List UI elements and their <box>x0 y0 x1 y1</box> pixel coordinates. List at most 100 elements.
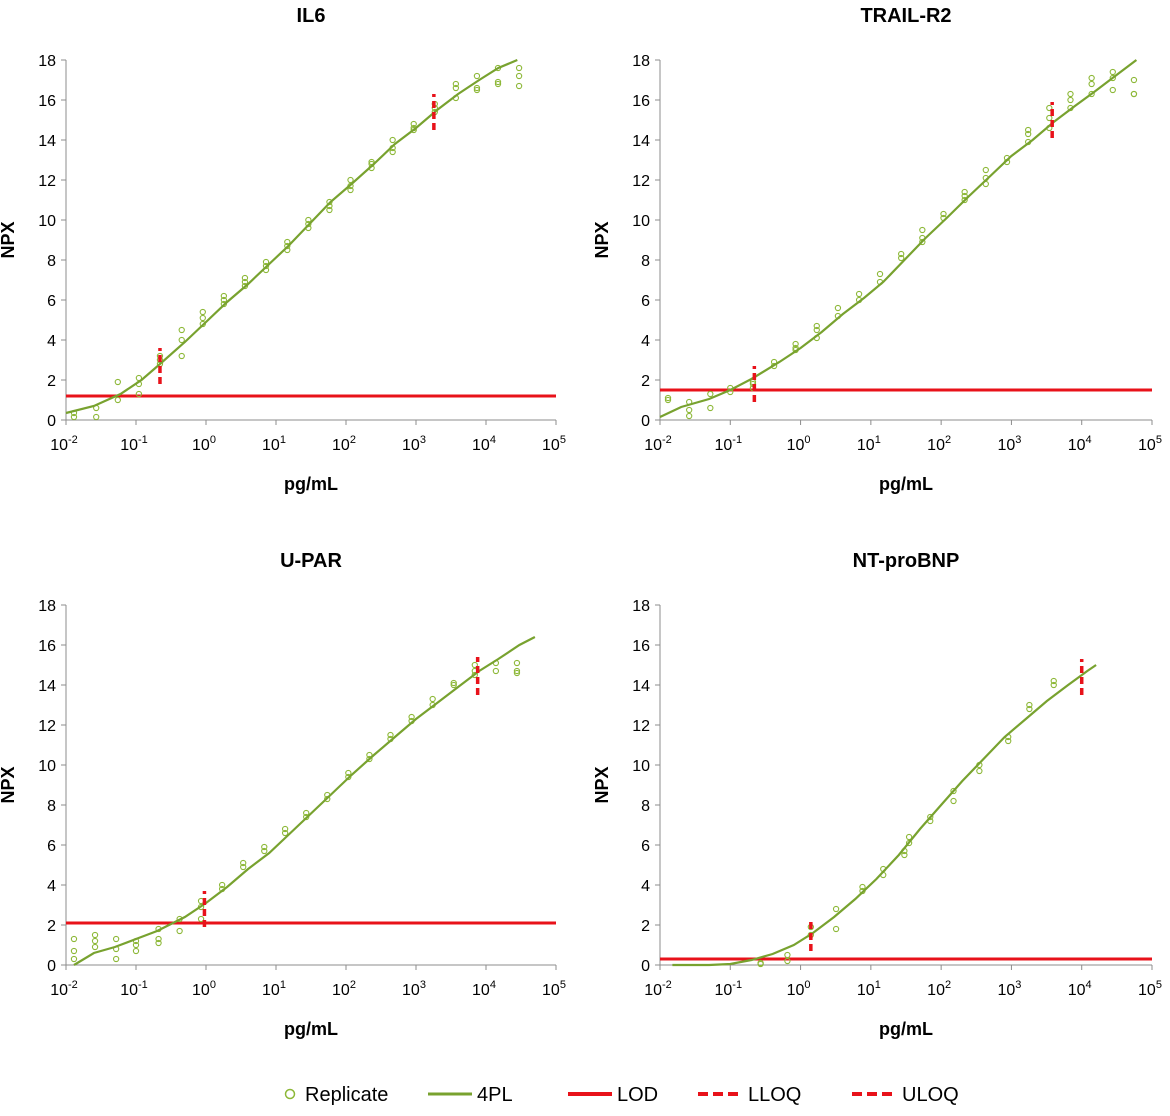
replicate-point <box>513 669 521 677</box>
replicate-point <box>1026 705 1033 713</box>
replicate-point <box>135 390 143 398</box>
replicate-point <box>664 396 672 404</box>
replicate-point <box>199 314 206 322</box>
chart-title: NT-proBNP <box>853 550 960 572</box>
x-tick-label: 101 <box>857 979 881 999</box>
x-tick-label: 10-2 <box>50 434 78 454</box>
replicate-point <box>1088 90 1095 98</box>
replicate-point <box>303 809 310 817</box>
y-tick-label: 12 <box>632 173 650 190</box>
replicate-point <box>261 843 268 851</box>
x-tick-label: 100 <box>787 434 811 454</box>
y-tick-label: 18 <box>632 598 650 615</box>
y-tick-label: 4 <box>47 878 56 895</box>
replicate-point <box>220 296 228 304</box>
replicate-point <box>905 833 913 841</box>
replicate-point <box>707 390 714 398</box>
replicate-point <box>1005 737 1012 745</box>
replicate-point <box>112 955 120 963</box>
replicate-point <box>919 238 926 246</box>
replicate-point <box>473 86 481 94</box>
replicate-point <box>473 84 481 92</box>
y-tick-label: 6 <box>47 293 56 310</box>
replicate-point <box>494 78 502 86</box>
legend-swatch-replicate <box>284 1088 296 1100</box>
replicate-point <box>832 905 840 913</box>
replicate-point <box>976 767 983 775</box>
y-tick-label: 10 <box>632 758 650 775</box>
y-tick-label: 12 <box>632 718 650 735</box>
replicate-point <box>919 226 926 234</box>
x-tick-label: 10-1 <box>714 434 742 454</box>
replicate-point <box>1088 80 1095 88</box>
y-tick-label: 6 <box>641 293 650 310</box>
replicate-point <box>1025 130 1032 138</box>
replicate-point <box>1109 68 1116 76</box>
replicate-point <box>324 795 331 803</box>
replicate-point <box>686 406 693 414</box>
replicate-point <box>91 943 99 951</box>
y-tick-label: 18 <box>38 598 56 615</box>
y-tick-label: 8 <box>641 253 650 270</box>
replicate-point <box>284 238 291 246</box>
replicate-point <box>326 206 333 214</box>
x-tick-label: 10-1 <box>120 434 148 454</box>
replicate-point <box>1130 90 1138 98</box>
y-axis-label: NPX <box>0 221 18 258</box>
panel-u-par: U-PAR 0 2 4 6 8 10 12 14 16 18 10-2 10-1 100 101 102 103… <box>0 550 566 1039</box>
replicate-point <box>366 755 373 763</box>
y-tick-label: 6 <box>641 838 650 855</box>
y-tick-label: 2 <box>641 373 650 390</box>
y-tick-label: 2 <box>641 918 650 935</box>
replicate-point <box>792 340 799 348</box>
replicate-point <box>345 769 352 777</box>
y-tick-label: 12 <box>38 718 56 735</box>
y-tick-label: 18 <box>632 53 650 70</box>
x-axis-label: pg/mL <box>284 1019 338 1039</box>
x-axis-label: pg/mL <box>879 1019 933 1039</box>
x-tick-label: 105 <box>542 979 566 999</box>
replicate-point <box>898 254 905 262</box>
replicate-point <box>220 292 228 300</box>
x-tick-label: 103 <box>997 979 1021 999</box>
replicate-point <box>513 667 521 675</box>
replicate-point <box>114 378 121 386</box>
chart-title: TRAIL-R2 <box>860 5 951 27</box>
legend-label: Replicate <box>305 1084 388 1106</box>
replicate-point <box>1046 114 1053 122</box>
y-tick-label: 0 <box>47 413 56 430</box>
replicate-point <box>347 176 354 184</box>
legend-label: 4PL <box>477 1084 513 1106</box>
replicate-point <box>1046 104 1053 112</box>
y-tick-label: 18 <box>38 53 56 70</box>
replicate-point <box>305 216 312 224</box>
replicate-point <box>515 82 523 90</box>
y-axis-label: NPX <box>592 766 612 803</box>
replicate-point <box>281 825 289 833</box>
x-tick-label: 102 <box>927 434 951 454</box>
y-tick-label: 14 <box>632 133 650 150</box>
replicate-point <box>408 713 415 721</box>
x-tick-label: 100 <box>192 979 216 999</box>
legend-label: ULOQ <box>902 1084 959 1106</box>
chart-title: IL6 <box>297 5 326 27</box>
x-axis-label: pg/mL <box>284 474 338 494</box>
y-tick-label: 14 <box>632 678 650 695</box>
replicate-point <box>1067 96 1074 104</box>
replicate-point <box>961 192 968 200</box>
replicate-point <box>178 326 185 334</box>
replicate-point <box>70 413 78 421</box>
replicate-point <box>91 937 99 945</box>
replicate-point <box>940 210 947 218</box>
replicate-point <box>834 304 842 312</box>
replicate-point <box>1130 76 1138 84</box>
replicate-point <box>1026 701 1033 709</box>
x-tick-label: 10-1 <box>120 979 148 999</box>
replicate-point <box>664 394 672 402</box>
y-tick-label: 2 <box>47 373 56 390</box>
x-tick-label: 100 <box>192 434 216 454</box>
replicate-point <box>927 813 934 821</box>
x-tick-label: 102 <box>332 979 356 999</box>
y-tick-label: 14 <box>38 678 56 695</box>
fit-4pl-line <box>73 636 536 966</box>
